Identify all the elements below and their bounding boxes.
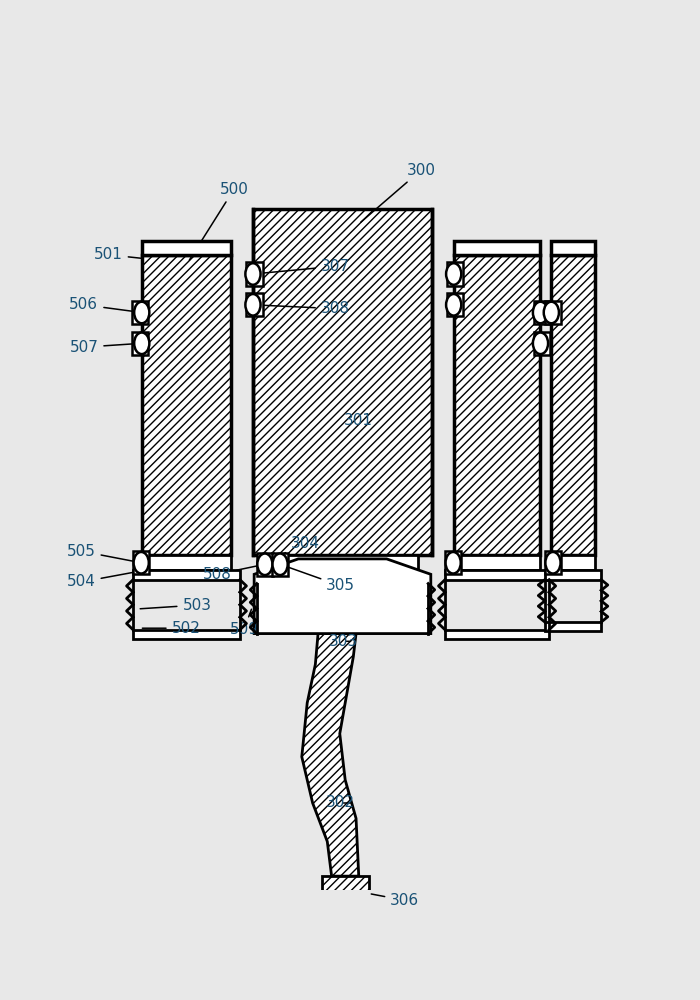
Polygon shape: [545, 622, 601, 631]
Circle shape: [445, 552, 461, 574]
Polygon shape: [257, 553, 273, 576]
Polygon shape: [447, 293, 463, 316]
Text: 504: 504: [66, 572, 132, 589]
Polygon shape: [534, 301, 550, 324]
Text: 305: 305: [283, 565, 355, 593]
Circle shape: [446, 263, 461, 285]
Circle shape: [246, 263, 260, 285]
Circle shape: [246, 294, 260, 316]
Text: 506: 506: [69, 297, 139, 312]
Circle shape: [258, 554, 272, 575]
Polygon shape: [141, 255, 231, 555]
Text: 306: 306: [371, 893, 419, 908]
Polygon shape: [267, 555, 419, 574]
Polygon shape: [545, 301, 561, 324]
Polygon shape: [132, 301, 148, 324]
Circle shape: [134, 552, 149, 574]
Polygon shape: [246, 293, 262, 316]
Text: 502: 502: [142, 621, 200, 636]
Polygon shape: [552, 255, 595, 555]
Circle shape: [446, 294, 461, 316]
Polygon shape: [545, 570, 601, 580]
Text: 503: 503: [140, 598, 211, 613]
Polygon shape: [132, 332, 148, 355]
Circle shape: [272, 554, 288, 575]
Polygon shape: [447, 262, 463, 286]
Polygon shape: [552, 555, 595, 570]
Circle shape: [134, 333, 149, 354]
Text: 500: 500: [189, 182, 248, 260]
Text: 507: 507: [69, 340, 139, 355]
Polygon shape: [445, 570, 550, 580]
Polygon shape: [141, 555, 231, 570]
Text: 301: 301: [344, 413, 373, 428]
Polygon shape: [257, 574, 428, 584]
Circle shape: [545, 552, 561, 574]
Circle shape: [533, 302, 548, 323]
Polygon shape: [534, 332, 550, 355]
Text: 304: 304: [274, 536, 320, 558]
Text: 505: 505: [66, 544, 139, 562]
Polygon shape: [454, 555, 540, 570]
Polygon shape: [253, 209, 432, 555]
Polygon shape: [454, 241, 540, 255]
Polygon shape: [141, 241, 231, 255]
Text: 501: 501: [94, 247, 141, 262]
Polygon shape: [133, 551, 149, 574]
Polygon shape: [272, 553, 288, 576]
Polygon shape: [545, 551, 561, 574]
Polygon shape: [133, 570, 240, 580]
Circle shape: [533, 333, 548, 354]
Text: 509: 509: [230, 609, 258, 637]
Polygon shape: [302, 634, 358, 876]
Circle shape: [544, 302, 559, 323]
Polygon shape: [552, 241, 595, 255]
Text: 303: 303: [329, 634, 358, 649]
Text: 308: 308: [256, 301, 350, 316]
Polygon shape: [454, 255, 540, 555]
Text: 307: 307: [256, 259, 350, 274]
Polygon shape: [254, 559, 430, 634]
Text: 302: 302: [326, 795, 355, 810]
Polygon shape: [246, 262, 262, 286]
Text: 508: 508: [202, 565, 262, 582]
Polygon shape: [322, 876, 368, 911]
Polygon shape: [133, 630, 240, 639]
Polygon shape: [445, 630, 550, 639]
Text: 300: 300: [360, 163, 435, 222]
Circle shape: [134, 302, 149, 323]
Polygon shape: [445, 551, 461, 574]
